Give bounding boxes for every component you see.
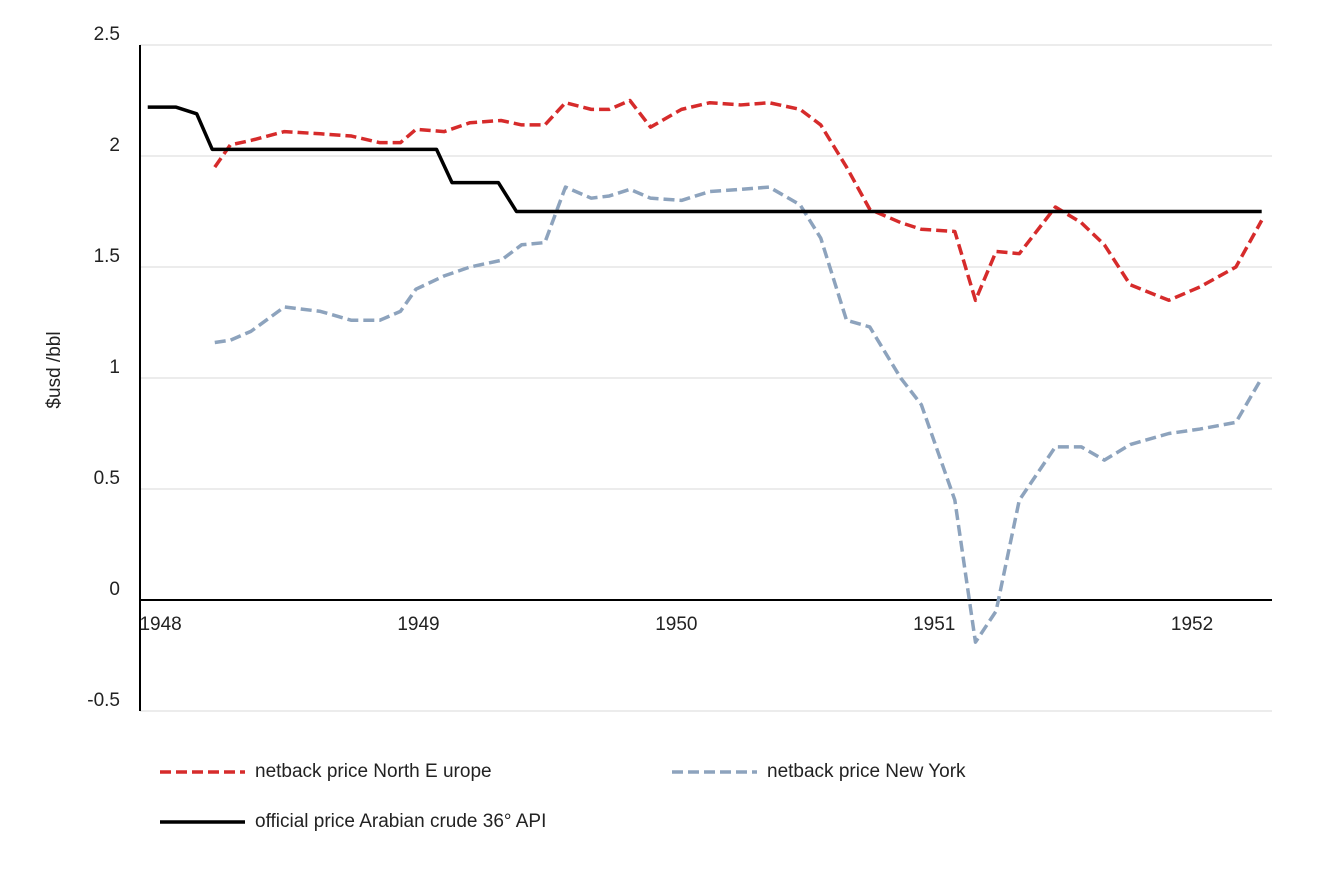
x-tick-label: 1950 [655,614,697,635]
series-line [214,185,1264,644]
y-tick-label: 1 [109,357,120,378]
x-tick-label: 1952 [1171,614,1213,635]
series-line [147,105,1262,214]
y-tick-label: 0.5 [94,468,120,489]
legend-label: official price Arabian crude 36° API [255,811,546,832]
legend-label: netback price New York [767,761,966,782]
series-line [213,98,1264,303]
y-tick-label: 2.5 [94,24,120,45]
y-tick-label: 1.5 [94,246,120,267]
x-tick-label: 1951 [913,614,955,635]
y-tick-label: 2 [109,135,120,156]
x-tick-label: 1948 [139,614,181,635]
x-tick-label: 1949 [397,614,439,635]
y-axis-label: $usd /bbl [44,331,65,408]
legend-label: netback price North E urope [255,761,492,782]
y-tick-label: -0.5 [87,690,120,711]
y-tick-label: 0 [109,579,120,600]
